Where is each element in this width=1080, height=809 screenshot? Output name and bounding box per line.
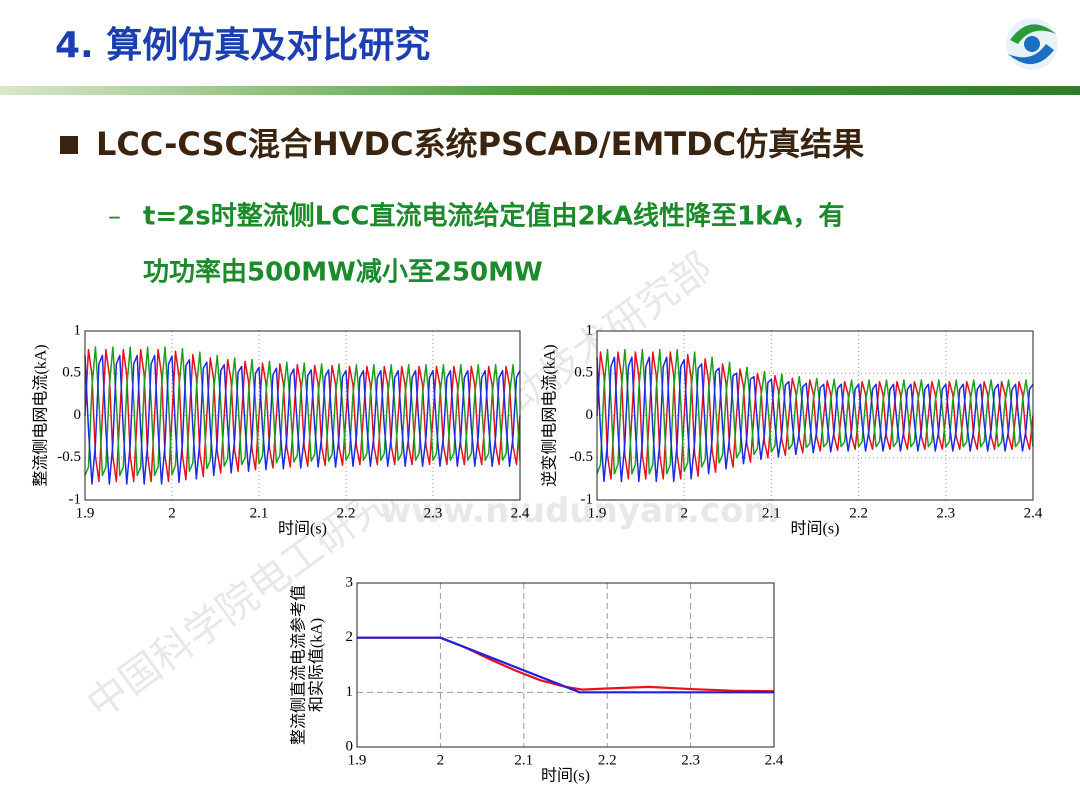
x-tick-label: 2.1 [514, 752, 533, 768]
x-tick-label: 2.4 [765, 752, 784, 768]
series-line [84, 354, 521, 485]
plot-area [357, 583, 774, 747]
logo [1006, 18, 1058, 70]
x-tick-label: 2.3 [681, 752, 700, 768]
x-tick-label: 2.1 [250, 505, 269, 521]
y-axis-label: 整流侧直流电流参考值 [290, 585, 308, 745]
y-tick-label: 1 [74, 322, 82, 338]
x-tick-label: 2 [168, 505, 176, 521]
x-tick-label: 2.1 [762, 505, 781, 521]
series-line [357, 636, 774, 694]
sub-bullet-text: t=2s时整流侧LCC直流电流给定值由2kA线性降至1kA，有 [143, 201, 845, 232]
plot-frame [596, 330, 1034, 501]
x-tick-label: 2.2 [337, 505, 356, 521]
y-tick-label: 0.5 [62, 365, 81, 381]
x-tick-label: 1.9 [348, 752, 367, 768]
x-tick-label: 1.9 [588, 505, 607, 521]
y-tick-label: 0 [586, 407, 594, 423]
y-tick-label: 0 [74, 407, 82, 423]
x-tick-label: 2 [680, 505, 688, 521]
x-tick-label: 1.9 [76, 505, 95, 521]
y-tick-label: 1 [346, 684, 354, 700]
bullet-square [60, 136, 78, 154]
charts: 1.9 2 2.1 2.2 2.3 2.4 -1 -0.5 0 0.5 1 时间(s) 整流侧电网电流(… [32, 322, 1043, 784]
y-axis-label: 逆变侧电网电流(kA) [541, 344, 559, 486]
y-tick-label: 0.5 [574, 365, 593, 381]
x-tick-label: 2.4 [1024, 505, 1043, 521]
series-line [596, 356, 1034, 483]
x-tick-label: 2.3 [424, 505, 443, 521]
x-axis-label: 时间(s) [791, 520, 840, 538]
header-title: 4. 算例仿真及对比研究 [55, 25, 430, 66]
x-tick-label: 2.2 [598, 752, 617, 768]
x-tick-label: 2 [437, 752, 445, 768]
y-axis-label: 整流侧电网电流(kA) [32, 344, 50, 486]
x-axis-label: 时间(s) [541, 767, 590, 785]
header-bar [0, 86, 1080, 95]
y-tick-label: 3 [346, 574, 354, 590]
series-line [596, 351, 1034, 480]
sub-bullet-text: 功功率由500MW减小至250MW [143, 257, 543, 288]
y-tick-label: -0.5 [569, 449, 593, 465]
x-tick-label: 2.4 [511, 505, 530, 521]
y-axis-label: 和实际值(kA) [308, 618, 326, 712]
x-tick-label: 2.3 [936, 505, 955, 521]
series-line [84, 346, 521, 477]
y-tick-label: -1 [69, 491, 82, 507]
y-tick-label: 0 [346, 738, 354, 754]
sub-bullet-dash: – [108, 202, 121, 232]
bullet-text: LCC-CSC混合HVDC系统PSCAD/EMTDC仿真结果 [96, 125, 864, 163]
series-line [596, 348, 1034, 475]
y-tick-label: 1 [586, 322, 594, 338]
x-axis-label: 时间(s) [278, 520, 327, 538]
x-tick-label: 2.2 [849, 505, 868, 521]
series-line [84, 348, 521, 483]
y-tick-label: -0.5 [57, 449, 81, 465]
plot-frame [84, 330, 521, 501]
y-tick-label: 2 [346, 629, 354, 645]
y-tick-label: -1 [581, 491, 594, 507]
plot-frame [356, 582, 775, 748]
